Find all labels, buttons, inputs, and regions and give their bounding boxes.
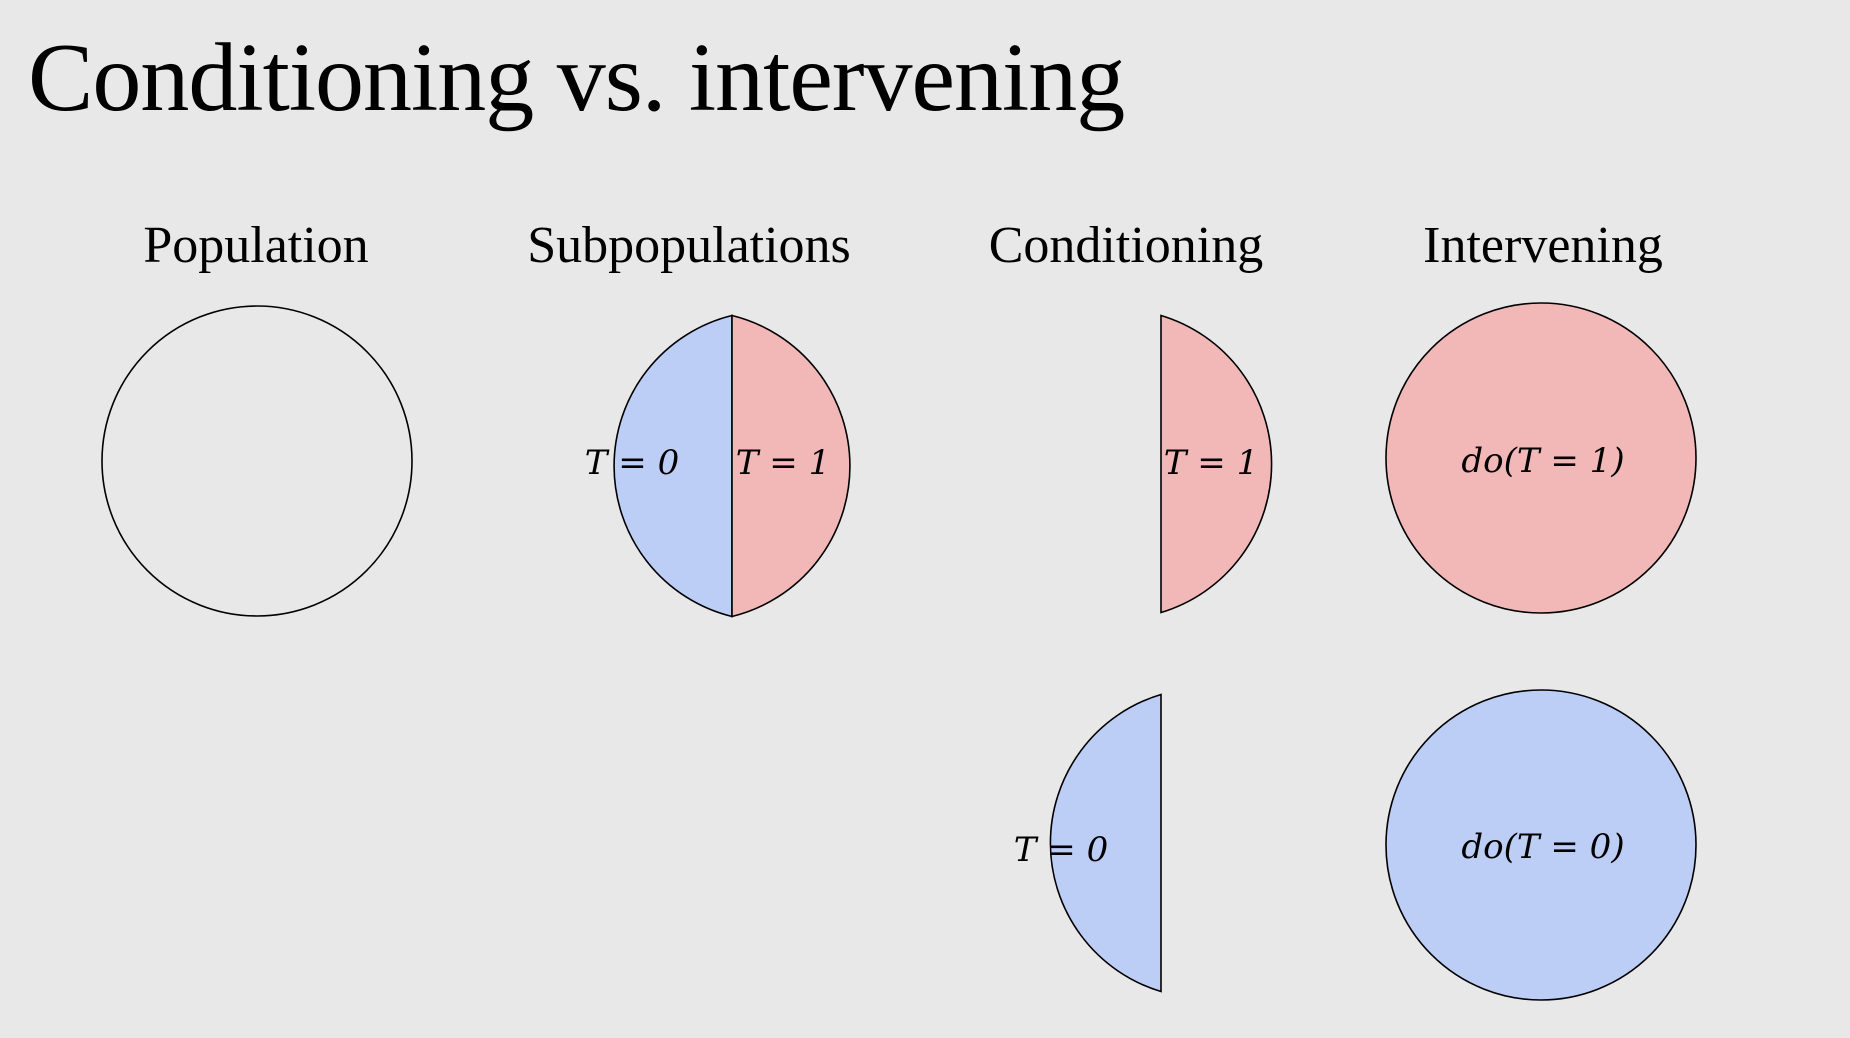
intervening-treated-label: do(T = 1) [1461,441,1624,481]
subpopulation-control-region [613,314,733,618]
conditioning-control-region [1049,693,1162,993]
intervening-treated-circle [1385,302,1697,614]
slide-title: Conditioning vs. intervening [28,24,1125,132]
subpopulation-treated-label: T = 1 [736,443,830,483]
column-label-population: Population [143,217,368,274]
conditioning-treated-region [1160,314,1273,614]
conditioning-treated-label: T = 1 [1164,443,1258,483]
subpopulation-control-label: T = 0 [585,443,679,483]
subpopulation-treated-region [731,314,851,618]
conditioning-control-label: T = 0 [1014,830,1108,870]
column-label-subpopulations: Subpopulations [527,217,851,274]
intervening-control-label: do(T = 0) [1461,827,1624,867]
column-label-intervening: Intervening [1423,217,1663,274]
subpopulations-circle [613,314,851,618]
intervening-control-circle [1385,689,1697,1001]
population-circle [101,305,413,617]
column-label-conditioning: Conditioning [989,217,1263,274]
